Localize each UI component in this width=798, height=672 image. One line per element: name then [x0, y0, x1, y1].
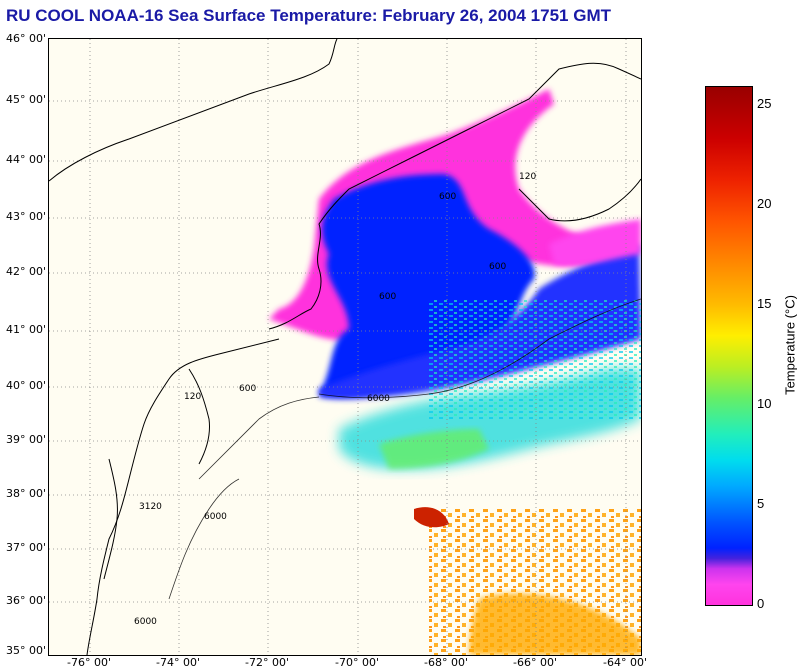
- isobath-label-3120: 3120: [139, 502, 162, 512]
- lon-label-76: -76° 00': [67, 656, 111, 669]
- colorbar-tick-20: 20: [757, 196, 772, 211]
- lon-label-66: -66° 00': [513, 656, 557, 669]
- graticule: [49, 39, 641, 655]
- sst-slope-water: [379, 429, 489, 469]
- lat-label-43: 43° 00': [5, 210, 46, 223]
- lat-label-45: 45° 00': [5, 93, 46, 106]
- lat-label-35: 35° 00': [5, 644, 46, 657]
- isobath-label-600-b: 600: [379, 292, 396, 302]
- isobath-label-120-a: 120: [184, 392, 201, 402]
- lon-label-74: -74° 00': [156, 656, 200, 669]
- sst-warm-patch: [469, 593, 641, 655]
- colorbar-tick-5: 5: [757, 496, 765, 511]
- colorbar-tick-25: 25: [757, 96, 772, 111]
- sst-hot-patch: [414, 507, 449, 528]
- colorbar-tick-0: 0: [757, 596, 765, 611]
- temperature-colorbar: [705, 86, 753, 606]
- lat-label-46: 46° 00': [5, 32, 46, 45]
- isobath-label-6000-b: 6000: [204, 512, 227, 522]
- lat-label-36: 36° 00': [5, 594, 46, 607]
- isobath-label-600-c: 600: [439, 192, 456, 202]
- lat-label-37: 37° 00': [5, 541, 46, 554]
- sst-cold-scotian: [549, 219, 641, 266]
- lon-label-72: -72° 00': [245, 656, 289, 669]
- sst-map[interactable]: 6000 600 6000 3120 120 600 600 600 120 6…: [48, 38, 642, 656]
- lon-label-70: -70° 00': [335, 656, 379, 669]
- lat-label-42: 42° 00': [5, 265, 46, 278]
- lat-label-38: 38° 00': [5, 487, 46, 500]
- isobath-label-6000-c: 6000: [134, 617, 157, 627]
- isobath-label-600-d: 600: [489, 262, 506, 272]
- map-title: RU COOL NOAA-16 Sea Surface Temperature:…: [6, 6, 611, 25]
- colorbar-tick-10: 10: [757, 396, 772, 411]
- isobaths: [168, 298, 641, 600]
- sst-fields: [269, 89, 641, 655]
- lon-label-68: -68° 00': [424, 656, 468, 669]
- coastline: [49, 39, 641, 655]
- isobath-label-6000-a: 6000: [367, 394, 390, 404]
- isobath-label-120-b: 120: [519, 172, 536, 182]
- lat-label-40: 40° 00': [5, 379, 46, 392]
- lat-label-39: 39° 00': [5, 433, 46, 446]
- lat-label-44: 44° 00': [5, 153, 46, 166]
- lat-label-41: 41° 00': [5, 323, 46, 336]
- colorbar-label: Temperature (°C): [782, 295, 798, 395]
- isobath-label-600-a: 600: [239, 384, 256, 394]
- lon-label-64: -64° 00': [603, 656, 647, 669]
- colorbar-tick-15: 15: [757, 296, 772, 311]
- sst-speckle-cool: [429, 299, 641, 419]
